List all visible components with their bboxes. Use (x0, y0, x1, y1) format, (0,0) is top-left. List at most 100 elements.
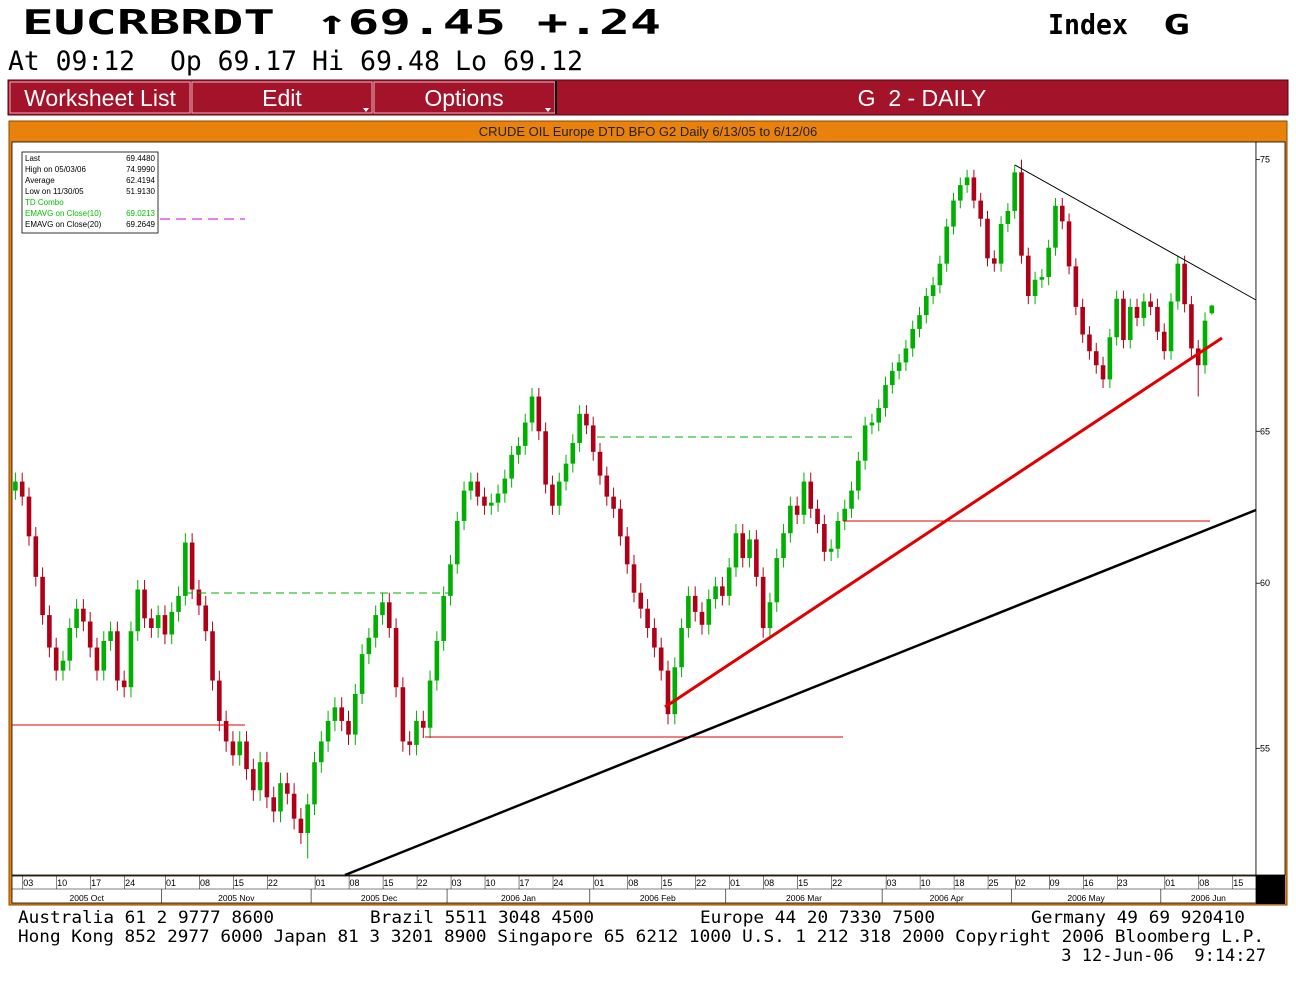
trend-line (664, 336, 1223, 709)
candle-body (33, 536, 39, 577)
x-tick-label: 16 (1084, 878, 1094, 888)
x-tick-label: 15 (798, 878, 808, 888)
candle-body (1202, 320, 1208, 366)
candle-body (1087, 334, 1092, 352)
x-tick-label: 08 (200, 878, 210, 888)
candle-body (679, 628, 684, 668)
candle-body (1107, 337, 1113, 380)
candle-body (957, 185, 963, 201)
candle-body (468, 481, 474, 491)
candle-body (896, 362, 902, 371)
legend-label: EMAVG on Close(20) (25, 220, 102, 229)
candle-body (964, 177, 970, 186)
contact-brazil: Brazil 5511 3048 4500 (370, 908, 594, 928)
candle-body (1100, 365, 1106, 380)
x-tick-label: 22 (417, 878, 427, 888)
legend-value: 69.0213 (126, 209, 155, 218)
candle-body (386, 602, 392, 629)
legend-value: 51.9130 (126, 187, 155, 196)
x-tick-label: 03 (887, 878, 897, 888)
candle-body (244, 741, 249, 770)
menu-button[interactable] (191, 81, 373, 114)
candle-body (502, 478, 508, 494)
candle-body (319, 741, 324, 763)
x-tick-label: 15 (234, 878, 244, 888)
candle-body (1121, 298, 1126, 341)
candle-body (577, 413, 582, 443)
legend-label: Low on 11/30/05 (25, 187, 84, 196)
candle-body (257, 762, 263, 791)
x-tick-label: 10 (57, 878, 67, 888)
x-tick-label: 23 (1118, 878, 1128, 888)
candle-body (1182, 263, 1187, 305)
candle-body (543, 431, 548, 485)
candle-body (285, 783, 290, 794)
candle-body (251, 769, 256, 791)
candle-body (380, 602, 385, 616)
candle-body (890, 370, 895, 386)
legend-label: High on 05/03/06 (25, 165, 86, 174)
candle-body (951, 200, 956, 227)
menu-button[interactable] (373, 81, 556, 114)
chart-title: CRUDE OIL Europe DTD BFO G2 Daily 6/13/0… (479, 124, 817, 139)
x-tick-label: 01 (316, 878, 326, 888)
candle-body (529, 396, 535, 423)
candle-body (393, 628, 399, 688)
candle-body (917, 315, 922, 329)
candle-body (217, 680, 222, 721)
candle-body (754, 539, 759, 577)
candle-body (1080, 306, 1085, 335)
month-label: 2006 Feb (640, 893, 676, 903)
candle-body (856, 460, 861, 491)
candle-body (1168, 301, 1174, 352)
contact-europe: Europe 44 20 7330 7500 (700, 908, 935, 928)
x-tick-label: 17 (91, 878, 101, 888)
candle-body (441, 595, 446, 642)
candle-body (692, 595, 698, 612)
candle-body (536, 396, 542, 432)
dropdown-arrow (545, 108, 551, 112)
candle-body (26, 496, 32, 537)
candle-body (264, 762, 270, 798)
x-tick-label: 15 (383, 878, 393, 888)
x-tick-label: 03 (23, 878, 33, 888)
candle-body (522, 422, 528, 446)
candle-body (488, 502, 494, 506)
month-label: 2005 Dec (361, 893, 398, 903)
candle-body (706, 599, 712, 625)
candle-body (665, 670, 671, 715)
menu-item[interactable]: Edit (262, 85, 302, 111)
candle-body (774, 558, 780, 603)
candle-body (1039, 277, 1045, 280)
page-key: G (1163, 8, 1190, 41)
candle-body (645, 608, 650, 629)
candle-body (998, 223, 1004, 264)
candle-body (176, 595, 181, 612)
menu-button[interactable] (9, 81, 191, 114)
contact-line: Hong Kong 852 2977 6000 Japan 81 3 3201 … (18, 927, 1264, 947)
candle-body (40, 576, 45, 616)
candle-body (672, 667, 678, 715)
candle-body (509, 454, 514, 479)
candle-body (624, 536, 630, 565)
candle-body (87, 621, 93, 648)
candle-body (366, 637, 372, 655)
candle-body (740, 533, 746, 559)
legend: Last 69.4480 High on 05/03/06 74.9990 Averag… (25, 154, 156, 229)
annotations (12, 164, 1257, 877)
x-tick-label: 24 (553, 878, 563, 888)
candle-body (924, 296, 929, 316)
candle-body (1175, 263, 1181, 302)
menu-item[interactable]: Worksheet List (24, 85, 176, 111)
candle-body (971, 177, 977, 201)
x-tick-label: 08 (1199, 878, 1209, 888)
y-tick-label: 75 (1260, 155, 1270, 165)
candle-body (1189, 304, 1194, 349)
y-tick-label: 55 (1260, 743, 1270, 753)
month-label: 2006 Jun (1191, 893, 1226, 903)
menu-item[interactable]: Options (424, 85, 503, 111)
candle-body (155, 615, 161, 629)
candle-body (298, 818, 304, 834)
candle-body (210, 631, 215, 681)
legend-label: Average (25, 176, 55, 185)
